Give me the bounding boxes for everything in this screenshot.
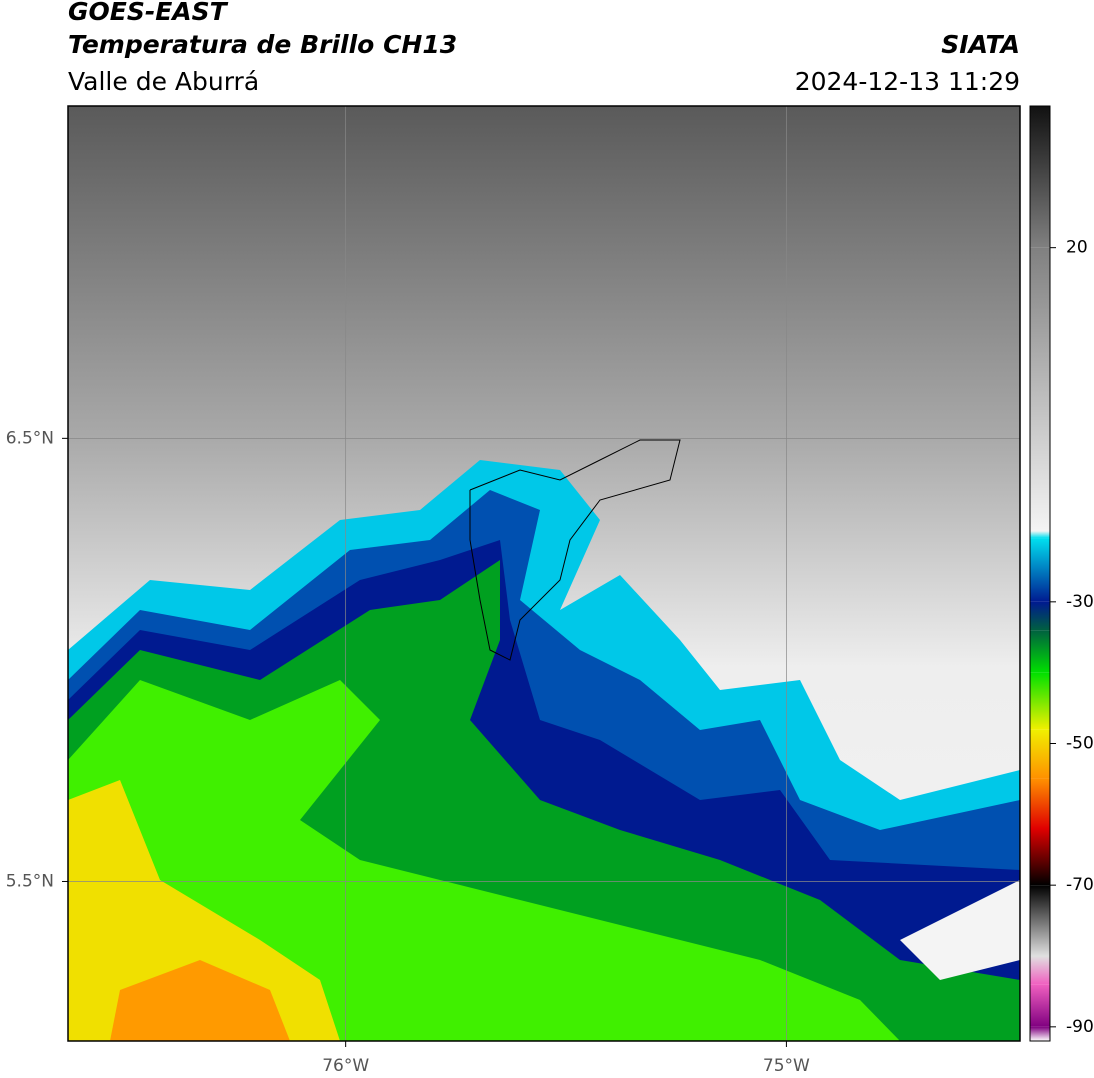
colorbar-segment [1030,672,1050,730]
colorbar-segment [1030,531,1050,539]
colorbar-segment [1030,956,1050,985]
boundaries [469,439,681,661]
satellite-title: GOES-EAST [68,0,229,26]
colorbar-tick-label: -90 [1066,1017,1094,1037]
colorbar-frame [1029,105,1051,1042]
grid [62,106,1020,1047]
region-label: Valle de Aburrá [68,67,259,96]
colorbar-segment [1030,538,1050,602]
clear-patch [900,880,1020,980]
colorbar-segment [1030,729,1050,779]
colorbar-segment [1030,778,1050,829]
colorbar-segment [1030,828,1050,886]
colorbar-segment [1030,630,1050,673]
agency-label: SIATA [941,30,1020,59]
y-tick-label: 5.5°N [6,871,54,891]
cloud-peak [110,960,290,1041]
colorbar-segment [1030,1026,1050,1041]
colorbar-segment [1030,885,1050,956]
datetime-label: 2024-12-13 11:29 [795,67,1020,96]
colorbar-segment [1030,247,1050,531]
colorbar-tick-label: 20 [1066,238,1088,258]
map-frame [67,105,1021,1042]
colorbar-segment [1030,106,1050,248]
colorbar-tick-label: -30 [1066,592,1094,612]
cloud-coldest [68,780,340,1041]
y-tick-label: 6.5°N [6,428,54,448]
product-title: Temperatura de Brillo CH13 [68,30,457,59]
colorbar-tick-label: -50 [1066,734,1094,754]
colorbar-segment [1030,984,1050,1027]
imagery [68,106,1020,1041]
colorbar-tick-label: -70 [1066,875,1094,895]
x-tick-label: 75°W [763,1056,810,1076]
x-tick-label: 76°W [322,1056,369,1076]
colorbar-segment [1030,601,1050,631]
colorbar [1030,106,1056,1041]
